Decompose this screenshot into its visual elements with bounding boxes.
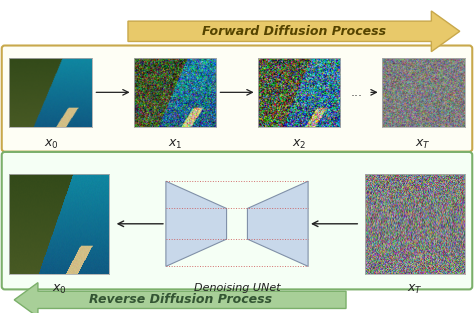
Text: $x_2$: $x_2$ [292,138,306,151]
Polygon shape [247,181,308,266]
Polygon shape [166,181,227,266]
Text: $x_T$: $x_T$ [407,283,423,296]
Text: Forward Diffusion Process: Forward Diffusion Process [202,25,386,38]
FancyBboxPatch shape [2,45,472,152]
Text: $x_0$: $x_0$ [44,138,58,151]
FancyBboxPatch shape [2,152,472,290]
Text: $x_1$: $x_1$ [168,138,182,151]
Text: $x_0$: $x_0$ [52,283,67,296]
Text: Reverse Diffusion Process: Reverse Diffusion Process [89,293,272,306]
Polygon shape [128,11,460,52]
Polygon shape [14,283,346,313]
Text: Denoising UNet: Denoising UNet [194,283,280,293]
Text: ...: ... [350,86,362,99]
Text: $x_T$: $x_T$ [415,138,431,151]
